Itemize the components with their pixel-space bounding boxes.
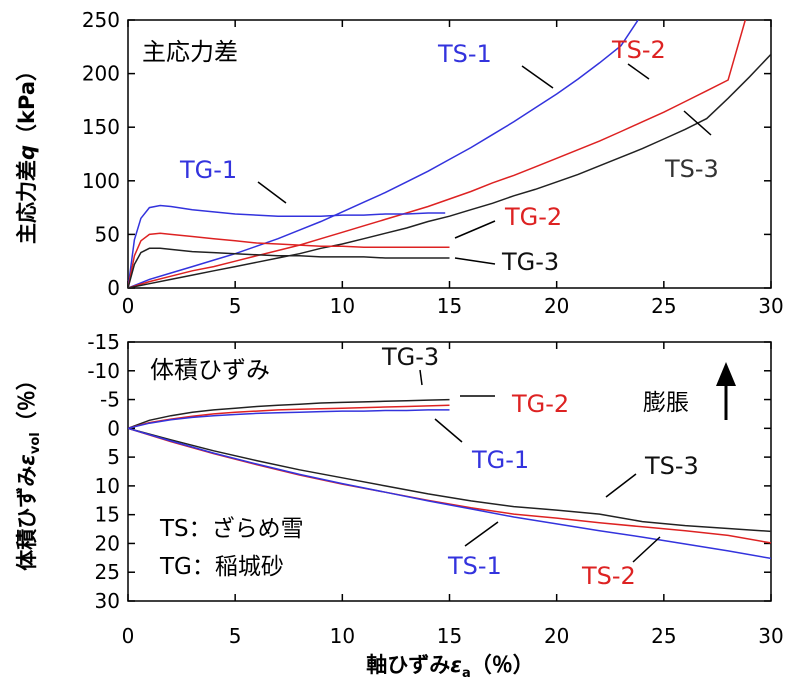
stress-panel: 0 5 10 15 20 25 30 0 50 100 150 200 250 主応力差 主応力差q（k… [15, 8, 784, 318]
volume-series-ts-1 [128, 427, 771, 560]
leader-tg2-top [454, 220, 496, 239]
volume-x-tick-label: 30 [758, 624, 783, 648]
stress-tick-group: 0 5 10 15 20 25 30 0 50 100 150 200 250 [82, 8, 784, 318]
swelling-label: 膨脹 [643, 390, 689, 416]
stress-y-axis-label: 主応力差q（kPa） [15, 60, 39, 244]
volume-x-tick-label: 15 [437, 624, 462, 648]
stress-series-tg-1 [128, 204, 446, 288]
stress-panel-title: 主応力差 [142, 38, 238, 66]
volume-series-tg-1 [128, 409, 450, 430]
volume-y-tick-label: -15 [87, 330, 120, 354]
stress-x-tick-label: 20 [544, 294, 569, 318]
stress-series-ts-1 [128, 20, 639, 288]
leader-ts2-top [627, 63, 650, 80]
stress-y-tick-label: 0 [107, 276, 120, 300]
stress-y-tick-label: 100 [82, 169, 120, 193]
swelling-arrow-icon [716, 362, 736, 386]
volume-y-tick-label: 20 [95, 531, 120, 555]
volume-x-tick-label: 10 [330, 624, 355, 648]
stress-x-tick-label: 0 [122, 294, 135, 318]
label-ts2-bottom: TS-2 [581, 562, 636, 590]
volume-x-tick-label: 20 [544, 624, 569, 648]
label-tg3-top: TG-3 [501, 248, 559, 276]
leader-ts3-top [683, 110, 712, 136]
volume-series-tg-2 [128, 404, 450, 430]
label-tg2-top: TG-2 [504, 203, 562, 231]
volume-panel-title: 体積ひずみ [150, 356, 270, 384]
volume-series-ts-3 [128, 427, 771, 533]
volume-curves [128, 398, 771, 560]
label-tg1-top: TG-1 [179, 156, 237, 184]
leader-ts1-top [521, 65, 554, 89]
volume-y-tick-label: 10 [95, 474, 120, 498]
volume-y-tick-label: -10 [87, 359, 120, 383]
label-tg3-bottom: TG-3 [381, 343, 439, 371]
volume-y-axis-label: 体積ひずみεvol（％） [15, 369, 43, 571]
stress-series-tg-3 [128, 247, 450, 288]
volume-x-tick-label: 0 [122, 624, 135, 648]
leader-tg3-top [454, 257, 496, 265]
leader-tg1-bottom [434, 418, 463, 443]
label-ts1-bottom: TS-1 [447, 552, 502, 580]
label-ts2-top: TS-2 [611, 36, 666, 64]
stress-y-tick-label: 200 [82, 62, 120, 86]
volume-x-tick-label: 5 [229, 624, 242, 648]
leader-ts3-bottom [605, 473, 637, 498]
volume-y-tick-label: 15 [95, 503, 120, 527]
leader-ts2-bottom [632, 536, 661, 563]
volume-y-tick-label: 25 [95, 560, 120, 584]
x-axis-label: 軸ひずみεa（％） [366, 653, 533, 681]
stress-y-tick-label: 50 [95, 222, 120, 246]
stress-series-tg-2 [128, 232, 450, 288]
volume-x-tick-label: 25 [651, 624, 676, 648]
stress-y-tick-label: 250 [82, 8, 120, 32]
stress-x-tick-label: 5 [229, 294, 242, 318]
label-ts3-top: TS-3 [664, 155, 719, 183]
legend-note-tg: TG：稲城砂 [159, 554, 284, 580]
stress-curves [128, 20, 771, 288]
stress-series-ts-3 [128, 53, 771, 288]
volume-tick-group: 0 5 10 15 20 25 30 -15 -10 -5 0 5 10 15 20 25 30 [87, 330, 783, 648]
volume-panel: 0 5 10 15 20 25 30 -15 -10 -5 0 5 10 15 20 25 30 体積ひずみ 体… [15, 330, 784, 681]
leader-ts1-bottom [464, 521, 499, 547]
volume-y-tick-label: 30 [95, 589, 120, 613]
stress-y-tick-label: 150 [82, 115, 120, 139]
leader-tg1-top [257, 181, 287, 204]
volume-y-tick-label: 5 [107, 445, 120, 469]
label-tg1-bottom: TG-1 [471, 446, 529, 474]
label-ts3-bottom: TS-3 [644, 452, 699, 480]
label-tg2-bottom: TG-2 [511, 390, 569, 418]
stress-x-tick-label: 15 [437, 294, 462, 318]
stress-x-tick-label: 30 [758, 294, 783, 318]
volume-y-tick-label: 0 [107, 416, 120, 440]
volume-series-tg-3 [128, 398, 450, 430]
stress-series-ts-2 [128, 20, 747, 288]
stress-x-tick-label: 10 [330, 294, 355, 318]
label-ts1-top: TS-1 [437, 40, 492, 68]
leader-tg3-bottom [419, 369, 423, 386]
stress-x-tick-label: 25 [651, 294, 676, 318]
volume-y-tick-label: -5 [100, 388, 120, 412]
legend-note-ts: TS：ざらめ雪 [159, 515, 304, 542]
